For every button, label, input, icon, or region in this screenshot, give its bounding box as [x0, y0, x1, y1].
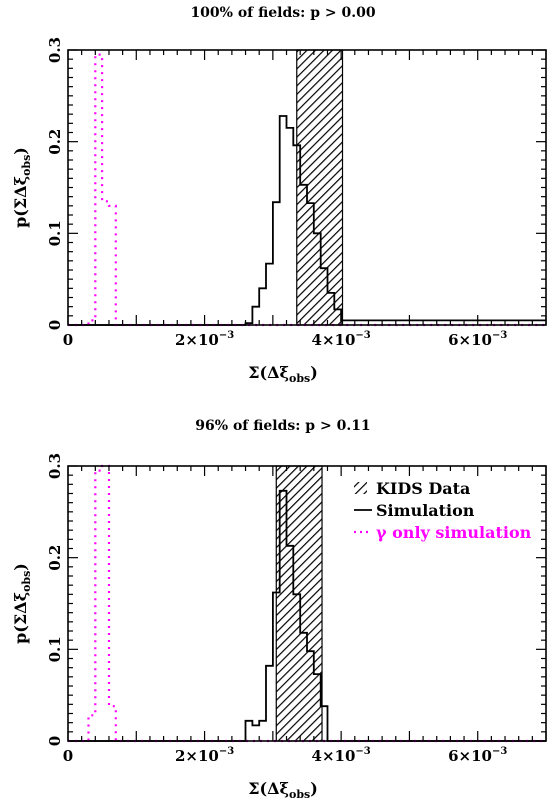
chart-panel-2: 96% of fields: p > 0.11 0 2×10−3 4×10−3 6×10…	[11, 418, 547, 801]
gamma-only-histogram	[68, 464, 546, 743]
simulation-histogram	[68, 489, 546, 742]
legend-label: KIDS Data	[376, 479, 470, 498]
simulation-histogram	[68, 115, 546, 326]
legend: KIDS Data Simulation γ only simulation	[354, 479, 532, 542]
x-tick-label: 4×10−3	[312, 330, 371, 349]
y-tick-label: 0.1	[46, 220, 64, 246]
chart-panel-1: 100% of fields: p > 0.00 0 2×10−3 4×10−3 6×1…	[11, 5, 547, 385]
x-tick-label: 6×10−3	[448, 330, 507, 349]
y-tick-label: 0	[46, 320, 64, 330]
y-tick-label: 0.2	[46, 129, 64, 155]
legend-hatch-swatch	[354, 482, 367, 494]
y-axis-label: p(ΣΔξobs)	[11, 563, 33, 644]
y-tick-label: 0.3	[46, 37, 64, 63]
legend-label: γ only simulation	[376, 523, 532, 542]
y-tick-label: 0.3	[46, 453, 64, 479]
chart-title: 96% of fields: p > 0.11	[195, 418, 370, 434]
x-tick-label: 4×10−3	[312, 746, 371, 765]
x-axis-label: Σ(Δξobs)	[248, 363, 318, 385]
legend-label: Simulation	[376, 501, 475, 520]
y-tick-label: 0.1	[46, 636, 64, 662]
y-tick-label: 0.2	[46, 545, 64, 571]
x-tick-label: 0	[63, 747, 73, 765]
x-tick-label: 2×10−3	[175, 746, 234, 765]
x-tick-label: 2×10−3	[175, 330, 234, 349]
x-axis-label: Σ(Δξobs)	[248, 779, 318, 801]
x-tick-label: 6×10−3	[448, 746, 507, 765]
kids-data-band	[275, 465, 323, 742]
y-tick-label: 0	[46, 736, 64, 746]
x-tick-label: 0	[63, 331, 73, 349]
chart-title: 100% of fields: p > 0.00	[190, 5, 375, 21]
y-axis-label: p(ΣΔξobs)	[11, 147, 33, 228]
kids-data-band	[296, 49, 344, 326]
